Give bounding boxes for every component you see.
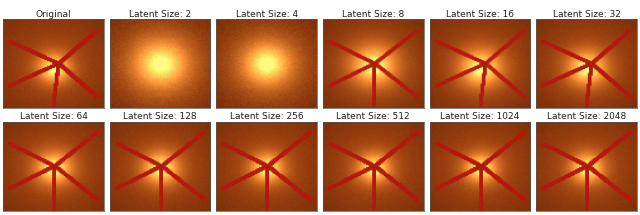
Title: Latent Size: 256: Latent Size: 256 <box>230 112 303 121</box>
Title: Latent Size: 512: Latent Size: 512 <box>337 112 410 121</box>
Title: Latent Size: 32: Latent Size: 32 <box>552 10 620 18</box>
Title: Latent Size: 128: Latent Size: 128 <box>124 112 197 121</box>
Title: Latent Size: 64: Latent Size: 64 <box>20 112 88 121</box>
Title: Original: Original <box>36 10 71 18</box>
Title: Latent Size: 16: Latent Size: 16 <box>446 10 514 18</box>
Title: Latent Size: 2: Latent Size: 2 <box>129 10 191 18</box>
Title: Latent Size: 2048: Latent Size: 2048 <box>547 112 626 121</box>
Title: Latent Size: 4: Latent Size: 4 <box>236 10 298 18</box>
Title: Latent Size: 1024: Latent Size: 1024 <box>440 112 520 121</box>
Title: Latent Size: 8: Latent Size: 8 <box>342 10 404 18</box>
